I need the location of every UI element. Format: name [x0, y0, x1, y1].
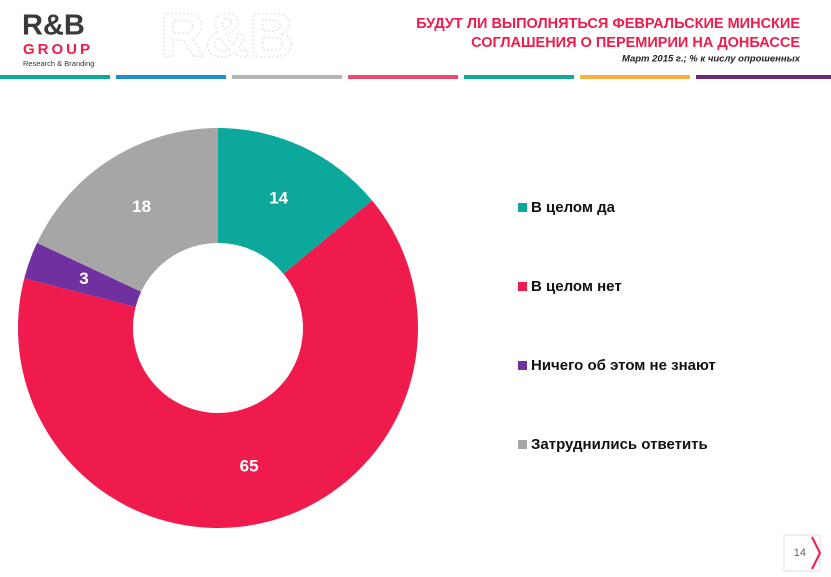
value-label: 18: [132, 197, 151, 216]
value-label: 14: [269, 189, 288, 208]
slice: [17, 200, 419, 528]
slice: [218, 128, 373, 274]
logo-tagline: Research & Branding: [23, 59, 94, 68]
slice: [37, 128, 218, 292]
watermark: R&B: [160, 1, 294, 70]
page-number: 14: [794, 547, 806, 559]
subtitle: Март 2015 г.; % к числу опрошенных: [622, 54, 801, 65]
legend-swatch: [518, 282, 527, 291]
logo-group: GROUP: [23, 41, 93, 58]
legend-label: Затруднились ответить: [531, 436, 708, 453]
legend-label: В целом да: [531, 199, 616, 216]
title-line: СОГЛАШЕНИЯ О ПЕРЕМИРИИ НА ДОНБАССЕ: [471, 35, 800, 51]
legend-swatch: [518, 361, 527, 370]
legend-swatch: [518, 203, 527, 212]
title-line: БУДУТ ЛИ ВЫПОЛНЯТЬСЯ ФЕВРАЛЬСКИЕ МИНСКИЕ: [416, 16, 800, 32]
legend-label: Ничего об этом не знают: [531, 357, 716, 374]
slice: [24, 242, 142, 307]
value-label: 3: [79, 269, 88, 288]
page-chevron: [811, 536, 822, 570]
legend-swatch: [518, 440, 527, 449]
logo-name: R&B: [22, 10, 85, 42]
legend-label: В целом нет: [531, 278, 622, 295]
value-label: 65: [240, 457, 259, 476]
